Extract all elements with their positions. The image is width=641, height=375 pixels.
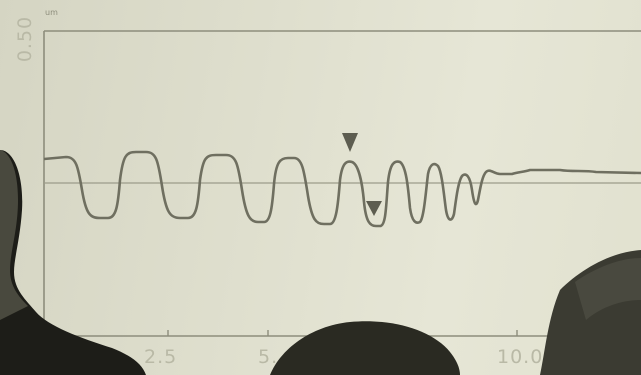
y-tick-label: 0.50 xyxy=(14,15,36,63)
x-tick-label: 2.5 xyxy=(144,346,178,368)
person-right-arm-highlight xyxy=(575,258,641,320)
y-axis-unit: um xyxy=(45,8,58,17)
x-tick-label: 10.0 xyxy=(497,346,544,368)
person-left xyxy=(0,150,146,375)
person-center-head xyxy=(270,321,460,375)
person-left-hair xyxy=(0,150,28,320)
x-tick-label: 5. xyxy=(258,346,279,368)
marker-triangle-upper xyxy=(342,133,358,152)
signal-trace xyxy=(43,150,641,228)
marker-triangle-lower xyxy=(366,201,382,216)
